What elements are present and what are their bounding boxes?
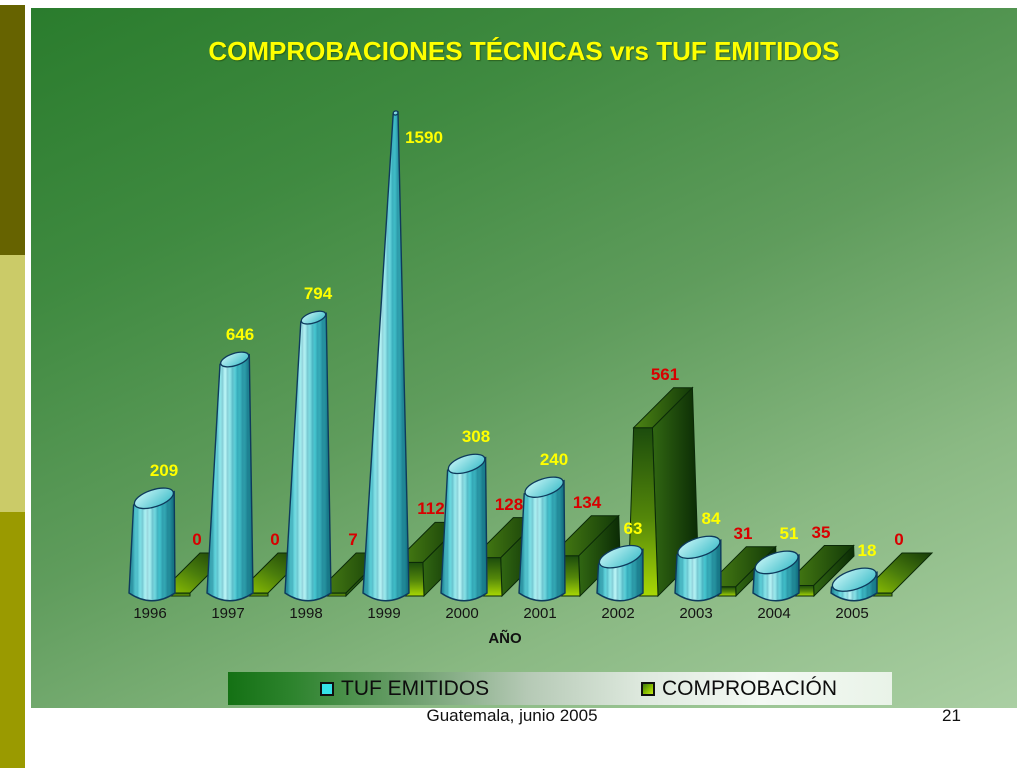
category-label: 1996	[133, 605, 166, 622]
tuf-cone-texture	[285, 313, 331, 601]
comprobacion-value-label: 128	[495, 495, 523, 514]
tuf-value-label: 18	[858, 541, 877, 560]
tuf-value-label: 63	[624, 519, 643, 538]
tuf-cone-texture	[519, 480, 565, 601]
tuf-cone-texture	[207, 354, 253, 601]
x-axis-title: AÑO	[488, 630, 522, 647]
tuf-cone-top	[392, 110, 399, 116]
year-group-1997: 646 0 1997	[206, 325, 310, 622]
tuf-value-label: 51	[780, 524, 799, 543]
comprobacion-base-slab	[860, 552, 934, 594]
year-group-2001: 240 134 2001	[518, 450, 621, 622]
footer-date: Guatemala, junio 2005	[426, 706, 598, 725]
tuf-cone-texture	[363, 112, 409, 601]
comprobacion-value-label: 0	[894, 530, 903, 549]
year-group-1998: 794 7 1998	[284, 284, 388, 622]
tuf-value-label: 308	[462, 427, 490, 446]
category-label: 1999	[367, 605, 400, 622]
left-stripe-top	[0, 5, 25, 255]
category-label: 1997	[211, 605, 244, 622]
tuf-value-label: 794	[304, 284, 333, 303]
comprobacion-value-label: 0	[270, 530, 279, 549]
left-stripe-bottom	[0, 512, 25, 768]
comprobacion-swatch-icon	[641, 681, 655, 696]
comprobacion-value-label: 112	[417, 499, 444, 518]
category-label: 1998	[289, 605, 322, 622]
tuf-cone-top	[133, 487, 175, 510]
comprobacion-value-label: 561	[651, 365, 679, 384]
comprobacion-value-label: 0	[192, 530, 201, 549]
comprobacion-value-label: 31	[734, 524, 753, 543]
tuf-cone-top	[754, 550, 799, 575]
legend-label-tuf-emitidos: TUF EMITIDOS	[341, 676, 490, 700]
tuf-cone-top	[524, 476, 564, 498]
legend-item-comprobacion: COMPROBACIÓN	[641, 677, 837, 701]
category-label: 2004	[757, 605, 790, 622]
comprobacion-bar-top	[783, 545, 855, 586]
tuf-cone-top	[447, 453, 486, 475]
page-number: 21	[942, 706, 961, 725]
tuf-value-label: 84	[702, 509, 721, 528]
legend-item-tuf-emitidos: TUF EMITIDOS	[320, 677, 489, 701]
tuf-cone-top	[831, 567, 877, 592]
tuf-cone-top	[598, 544, 643, 569]
chart-legend: TUF EMITIDOS COMPROBACIÓN	[228, 672, 892, 705]
comprobacion-bar-top	[632, 387, 694, 429]
category-label: 2003	[679, 605, 712, 622]
category-label: 2002	[601, 605, 634, 622]
comprobacion-value-label: 35	[812, 523, 831, 542]
comprobacion-value-label: 7	[348, 530, 357, 549]
tuf-cone-texture	[129, 491, 175, 601]
slide-title: COMPROBACIONES TÉCNICAS vrs TUF EMITIDOS	[208, 36, 840, 66]
tuf-cone-texture	[441, 457, 487, 601]
comprobacion-bar-top	[705, 546, 777, 588]
tuf-cone-top	[220, 351, 250, 368]
year-group-2005: 18 0 2005	[830, 530, 934, 622]
tuf-value-label: 646	[226, 325, 254, 344]
tuf-value-label: 240	[540, 450, 568, 469]
tuf-value-label: 209	[150, 461, 178, 480]
tuf-emitidos-swatch-icon	[320, 681, 334, 696]
left-stripe-middle	[0, 255, 25, 512]
category-label: 2000	[445, 605, 478, 622]
category-label: 2005	[835, 605, 868, 622]
year-group-1999: 1590 112 1999	[362, 110, 465, 622]
year-group-2000: 308 128 2000	[440, 427, 543, 622]
tuf-value-label: 1590	[405, 128, 443, 147]
year-group-2004: 51 35 2004	[752, 523, 855, 622]
tuf-cone-top	[677, 535, 721, 560]
category-label: 2001	[523, 605, 556, 622]
tuf-cone-top	[300, 310, 327, 325]
comprobacion-bar-top	[550, 515, 620, 557]
legend-label-comprobacion: COMPROBACIÓN	[662, 676, 838, 700]
comprobacion-value-label: 134	[573, 493, 602, 512]
